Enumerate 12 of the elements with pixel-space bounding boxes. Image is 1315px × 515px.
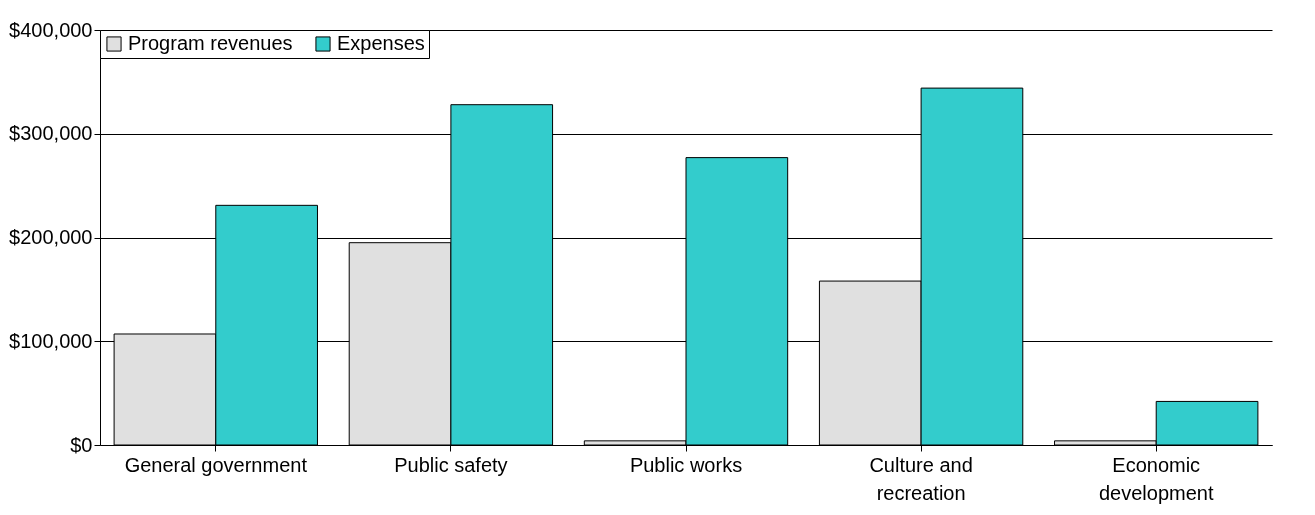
legend-label: Expenses <box>337 32 425 54</box>
x-tick-label: Culture and recreation <box>869 453 973 504</box>
x-tick-label: Public works <box>629 453 743 476</box>
x-tick-label: Public safety <box>394 453 508 476</box>
y-tick-label: $400,000 <box>9 18 93 41</box>
x-tick-label: General government <box>124 453 308 476</box>
legend-label: Program revenues <box>128 32 293 54</box>
y-tick-label: $300,000 <box>9 122 93 145</box>
y-tick-label: $100,000 <box>9 329 93 352</box>
y-tick-label: $0 <box>70 433 93 456</box>
x-tick-label: Economic development <box>1098 453 1214 504</box>
y-tick-label: $200,000 <box>9 226 93 248</box>
